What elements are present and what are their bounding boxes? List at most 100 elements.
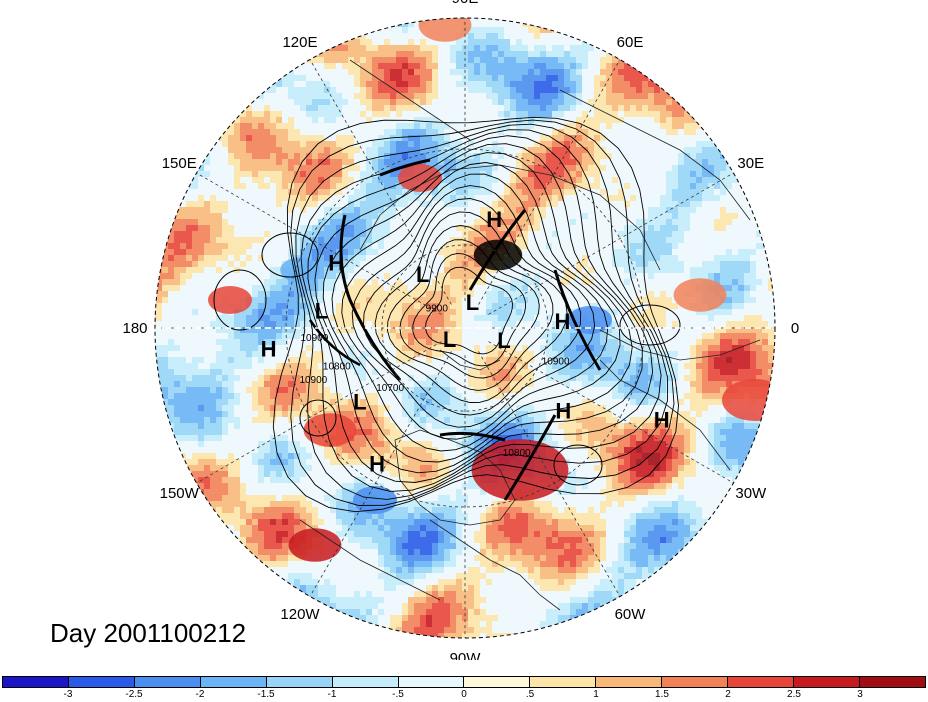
anomaly-cell bbox=[396, 51, 402, 57]
anomaly-cell bbox=[354, 303, 360, 309]
anomaly-cell bbox=[204, 399, 210, 405]
anomaly-cell bbox=[540, 111, 546, 117]
anomaly-cell bbox=[234, 495, 240, 501]
anomaly-cell bbox=[516, 513, 522, 519]
anomaly-cell bbox=[222, 411, 228, 417]
anomaly-cell bbox=[732, 303, 738, 309]
anomaly-cell bbox=[276, 363, 282, 369]
anomaly-cell bbox=[420, 525, 426, 531]
anomaly-cell bbox=[522, 381, 528, 387]
anomaly-cell bbox=[204, 471, 210, 477]
anomaly-cell bbox=[336, 159, 342, 165]
anomaly-cell bbox=[504, 63, 510, 69]
anomaly-cell bbox=[432, 387, 438, 393]
anomaly-cell bbox=[312, 249, 318, 255]
anomaly-cell bbox=[480, 87, 486, 93]
anomaly-cell bbox=[372, 525, 378, 531]
anomaly-cell bbox=[348, 51, 354, 57]
anomaly-cell bbox=[396, 459, 402, 465]
anomaly-cell bbox=[714, 183, 720, 189]
anomaly-cell bbox=[174, 363, 180, 369]
anomaly-cell bbox=[708, 459, 714, 465]
anomaly-cell bbox=[564, 63, 570, 69]
anomaly-cell bbox=[678, 225, 684, 231]
anomaly-cell bbox=[720, 435, 726, 441]
anomaly-cell bbox=[402, 315, 408, 321]
anomaly-cell bbox=[312, 153, 318, 159]
anomaly-cell bbox=[720, 465, 726, 471]
anomaly-cell bbox=[252, 129, 258, 135]
anomaly-cell bbox=[168, 363, 174, 369]
anomaly-cell bbox=[546, 165, 552, 171]
anomaly-cell bbox=[228, 393, 234, 399]
anomaly-cell bbox=[252, 309, 258, 315]
anomaly-cell bbox=[210, 417, 216, 423]
anomaly-cell bbox=[522, 231, 528, 237]
anomaly-cell bbox=[678, 411, 684, 417]
anomaly-cell bbox=[342, 441, 348, 447]
anomaly-cell bbox=[330, 243, 336, 249]
anomaly-cell bbox=[204, 225, 210, 231]
anomaly-cell bbox=[450, 261, 456, 267]
anomaly-cell bbox=[324, 87, 330, 93]
anomaly-cell bbox=[666, 465, 672, 471]
anomaly-cell bbox=[360, 237, 366, 243]
anomaly-cell bbox=[672, 501, 678, 507]
anomaly-cell bbox=[516, 18, 522, 21]
anomaly-cell bbox=[288, 363, 294, 369]
anomaly-cell bbox=[234, 501, 240, 507]
anomaly-cell bbox=[486, 189, 492, 195]
anomaly-cell bbox=[636, 519, 642, 525]
anomaly-cell bbox=[240, 483, 246, 489]
anomaly-cell bbox=[630, 483, 636, 489]
anomaly-cell bbox=[264, 459, 270, 465]
anomaly-cell bbox=[432, 477, 438, 483]
anomaly-cell bbox=[372, 63, 378, 69]
anomaly-cell bbox=[426, 351, 432, 357]
anomaly-cell bbox=[606, 465, 612, 471]
anomaly-cell bbox=[450, 417, 456, 423]
anomaly-cell bbox=[360, 219, 366, 225]
anomaly-cell bbox=[384, 63, 390, 69]
anomaly-cell bbox=[726, 339, 732, 345]
anomaly-cell bbox=[240, 345, 246, 351]
anomaly-cell bbox=[276, 285, 282, 291]
anomaly-cell bbox=[216, 327, 222, 333]
anomaly-cell bbox=[174, 429, 180, 435]
anomaly-cell bbox=[228, 405, 234, 411]
anomaly-cell bbox=[606, 381, 612, 387]
anomaly-cell bbox=[540, 423, 546, 429]
anomaly-cell bbox=[552, 63, 558, 69]
anomaly-cell bbox=[192, 183, 198, 189]
anomaly-cell bbox=[738, 351, 744, 357]
anomaly-cell bbox=[486, 381, 492, 387]
anomaly-cell bbox=[672, 321, 678, 327]
anomaly-cell bbox=[252, 387, 258, 393]
anomaly-cell bbox=[516, 309, 522, 315]
anomaly-cell bbox=[426, 57, 432, 63]
anomaly-cell bbox=[444, 333, 450, 339]
anomaly-cell bbox=[414, 501, 420, 507]
anomaly-cell bbox=[762, 363, 768, 369]
anomaly-cell bbox=[234, 141, 240, 147]
anomaly-cell bbox=[258, 525, 264, 531]
anomaly-cell bbox=[288, 519, 294, 525]
anomaly-cell bbox=[486, 417, 492, 423]
anomaly-cell bbox=[384, 405, 390, 411]
anomaly-cell bbox=[492, 57, 498, 63]
anomaly-cell bbox=[522, 435, 528, 441]
anomaly-cell bbox=[360, 183, 366, 189]
anomaly-cell bbox=[342, 303, 348, 309]
anomaly-cell bbox=[354, 261, 360, 267]
anomaly-cell bbox=[690, 153, 696, 159]
anomaly-cell bbox=[216, 501, 222, 507]
anomaly-cell bbox=[582, 345, 588, 351]
anomaly-cell bbox=[318, 393, 324, 399]
anomaly-cell bbox=[666, 219, 672, 225]
anomaly-cell bbox=[168, 405, 174, 411]
anomaly-cell bbox=[618, 99, 624, 105]
anomaly-cell bbox=[492, 519, 498, 525]
anomaly-cell bbox=[282, 393, 288, 399]
anomaly-cell bbox=[534, 99, 540, 105]
anomaly-cell bbox=[186, 363, 192, 369]
